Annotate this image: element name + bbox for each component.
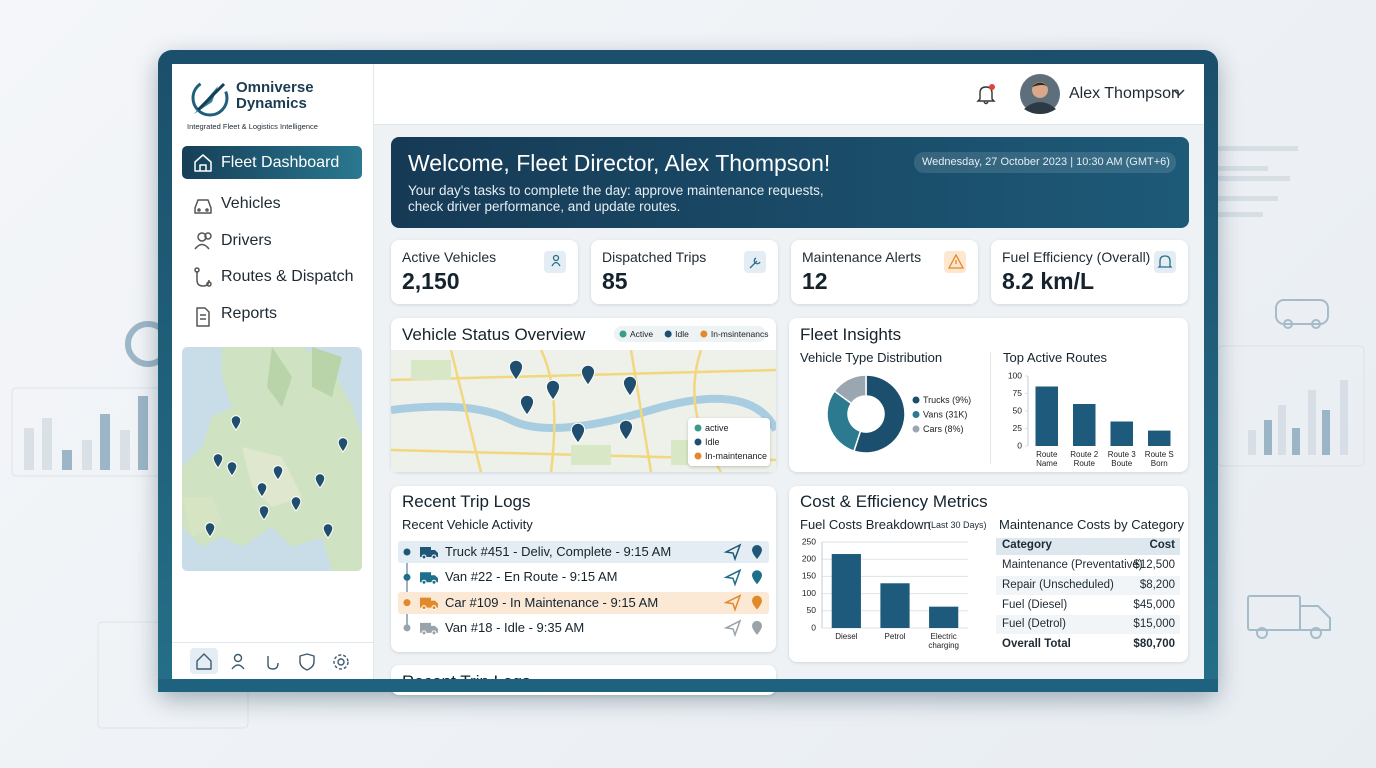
brand-name-line: Omniverse: [236, 79, 314, 96]
x-tick-label: Route 3 Boute: [1107, 450, 1136, 468]
timeline: [406, 552, 408, 628]
nav-icons: [194, 154, 212, 327]
status-legend-bg: [614, 326, 766, 342]
chart-title: Top Active Routes: [1003, 350, 1108, 365]
trip-logs-panel: [391, 486, 776, 652]
table-total: $80,700: [1133, 638, 1175, 650]
bottom-tabs: [196, 653, 349, 671]
panel-title: Fleet Insights: [800, 325, 902, 344]
chart-subtitle: (Last 30 Days): [928, 520, 987, 530]
welcome-title: Welcome, Fleet Director, Alex Thompson!: [408, 150, 831, 176]
table-cell: $12,500: [1133, 559, 1175, 571]
user-name[interactable]: Alex Thompson: [1069, 85, 1180, 102]
trip-row-bg: [398, 591, 769, 614]
x-tick-label: Electric charging: [928, 632, 959, 650]
table-row-bg: [996, 575, 1180, 595]
x-tick-label: Route 2 Route: [1070, 450, 1099, 468]
brand-name-line: Dynamics: [236, 95, 307, 112]
nav-active-bg[interactable]: [182, 146, 362, 179]
brand-tagline: Integrated Fleet & Logistics Intelligenc…: [187, 122, 318, 131]
brand-name: Omniverse Dynamics: [236, 80, 314, 112]
welcome-text: Your day's tasks to complete the day: ap…: [408, 183, 824, 215]
table-cell: Repair (Unscheduled): [1002, 578, 1114, 591]
kpi-value: 85: [602, 268, 628, 294]
panel-title: Cost & Efficiency Metrics: [800, 492, 988, 511]
welcome-date: Wednesday, 27 October 2023 | 10:30 AM (G…: [922, 156, 1170, 168]
kpi-label: Active Vehicles: [402, 249, 497, 265]
kpi-value: 8.2 km/L: [1002, 268, 1095, 294]
table-total: Overall Total: [1002, 638, 1071, 650]
trip-text[interactable]: Van #18 - Idle - 9:35 AM: [445, 619, 585, 635]
kpi-label: Fuel Efficiency (Overall): [1002, 249, 1151, 265]
panel-title: Recent Trip Logs: [402, 492, 531, 511]
nav-item[interactable]: Drivers: [221, 232, 272, 249]
brand-logo: [191, 79, 229, 117]
trip-row-bg: [398, 541, 769, 563]
sidebar-divider: [172, 642, 373, 643]
nav-item[interactable]: Fleet Dashboard: [221, 154, 340, 171]
x-tick-label: Petrol: [884, 632, 906, 641]
table-title: Maintenance Costs by Category: [999, 517, 1184, 532]
welcome-line: check driver performance, and update rou…: [408, 199, 681, 214]
trip-text[interactable]: Van #22 - En Route - 9:15 AM: [445, 569, 618, 585]
table-row-bg: [996, 615, 1180, 635]
trip-text[interactable]: Car #109 - In Maintenance - 9:15 AM: [445, 594, 659, 610]
date-pill: [914, 152, 1176, 173]
chart-title: Fuel Costs Breakdown: [800, 517, 931, 532]
table-header-bg: [996, 538, 1180, 555]
x-tick-label: Diesel: [835, 632, 858, 641]
table-cell: $15,000: [1133, 618, 1175, 631]
user-avatar[interactable]: [1019, 73, 1061, 115]
table-cell: Fuel (Diesel): [1002, 598, 1068, 611]
kpi-label: Dispatched Trips: [602, 249, 707, 265]
table-cell: $45,000: [1133, 598, 1175, 611]
kpi-label: Maintenance Alerts: [802, 249, 922, 265]
europe-map: [182, 347, 362, 571]
panel-title: Vehicle Status Overview: [402, 325, 586, 344]
top-bar: [374, 64, 1204, 125]
divider: [990, 352, 991, 464]
table-cell: $8,200: [1139, 578, 1175, 591]
nav-item[interactable]: Vehicles: [221, 195, 281, 212]
welcome-line: Your day's tasks to complete the day: ap…: [408, 183, 824, 198]
map-legend-box: [688, 418, 770, 466]
kpi-icon: [944, 251, 966, 273]
x-tick-label: Route Name: [1036, 450, 1058, 468]
chart-title: Vehicle Type Distribution: [800, 350, 943, 365]
nav-item[interactable]: Routes & Dispatch: [221, 268, 354, 285]
kpi-icon: [744, 251, 766, 273]
table-header: Cost: [1149, 539, 1175, 551]
user-menu-caret[interactable]: [1173, 88, 1185, 98]
table-header: Category: [1002, 539, 1052, 551]
welcome-banner: [391, 137, 1189, 228]
kpi-value: 12: [802, 268, 828, 294]
panel-subtitle: Recent Vehicle Activity: [402, 517, 533, 532]
table-cell: Maintenance (Preventative): [1002, 559, 1143, 571]
nav-item[interactable]: Reports: [221, 305, 278, 322]
x-tick-label: Route S Born: [1144, 450, 1174, 468]
table-cell: Fuel (Detrol): [1002, 618, 1066, 631]
trip-text[interactable]: Truck #451 - Deliv, Complete - 9:15 AM: [445, 544, 672, 559]
kpi-icon: [544, 251, 566, 273]
notification-bell[interactable]: [975, 83, 997, 105]
kpi-value: 2,150: [402, 268, 460, 294]
frame-bottom: [158, 679, 1218, 692]
kpi-icon: [1154, 251, 1176, 273]
